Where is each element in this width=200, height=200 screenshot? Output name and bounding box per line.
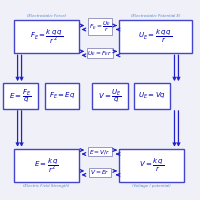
Text: $U_E = \dfrac{k\,q\,q}{r}$: $U_E = \dfrac{k\,q\,q}{r}$ (138, 28, 173, 45)
FancyBboxPatch shape (14, 20, 79, 53)
Text: $V = \dfrac{k\,q}{r}$: $V = \dfrac{k\,q}{r}$ (139, 157, 164, 174)
FancyBboxPatch shape (45, 83, 79, 109)
FancyBboxPatch shape (3, 83, 38, 109)
Text: $E=V/r$: $E=V/r$ (89, 148, 111, 156)
FancyBboxPatch shape (119, 20, 192, 53)
FancyBboxPatch shape (119, 149, 184, 182)
Text: (Electric Field Strength): (Electric Field Strength) (23, 184, 70, 188)
Text: $U_E = Vq$: $U_E = Vq$ (138, 91, 166, 101)
Text: $E = \dfrac{F_E}{q}$: $E = \dfrac{F_E}{q}$ (9, 87, 32, 105)
Text: $U_E = F_E r$: $U_E = F_E r$ (87, 49, 113, 58)
Text: $V = \dfrac{U_E}{q}$: $V = \dfrac{U_E}{q}$ (98, 87, 122, 105)
Text: $E = \dfrac{k\,q}{r^2}$: $E = \dfrac{k\,q}{r^2}$ (34, 156, 59, 175)
Text: (Voltage / potential): (Voltage / potential) (132, 184, 171, 188)
Text: (Electrostatic Potential E): (Electrostatic Potential E) (131, 14, 180, 18)
Text: $F_E = Eq$: $F_E = Eq$ (49, 91, 76, 101)
Text: $F_E = \dfrac{U_E}{r}$: $F_E = \dfrac{U_E}{r}$ (89, 19, 111, 34)
FancyBboxPatch shape (134, 83, 170, 109)
FancyBboxPatch shape (92, 83, 128, 109)
Text: $V=Er$: $V=Er$ (90, 168, 110, 176)
Text: (Electrostatic Force): (Electrostatic Force) (27, 14, 66, 18)
Text: $F_E = \dfrac{k\,q\,q}{r^2}$: $F_E = \dfrac{k\,q\,q}{r^2}$ (30, 27, 63, 46)
FancyBboxPatch shape (14, 149, 79, 182)
